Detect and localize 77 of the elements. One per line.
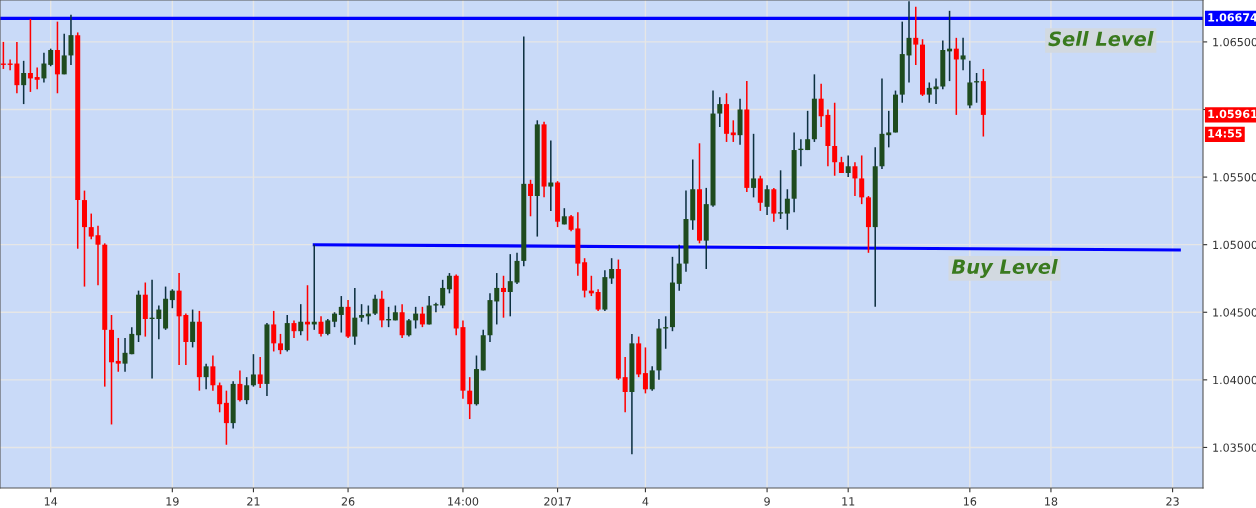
candlestick xyxy=(372,293,378,316)
candlestick xyxy=(764,184,770,216)
candlestick xyxy=(751,133,757,199)
candlestick xyxy=(967,60,973,109)
candlestick xyxy=(805,110,811,151)
candlestick xyxy=(68,14,74,66)
candlestick xyxy=(717,96,723,128)
candlestick xyxy=(419,306,425,328)
x-tick-label: 16 xyxy=(963,497,977,506)
candlestick xyxy=(649,365,655,392)
x-tick-label: 23 xyxy=(1166,497,1179,506)
candlestick xyxy=(244,376,250,405)
candlestick xyxy=(446,272,452,295)
x-tick-label: 18 xyxy=(1045,497,1058,506)
x-tick-label: 19 xyxy=(166,497,179,506)
candlestick xyxy=(298,303,304,337)
x-tick-label: 2017 xyxy=(544,497,571,506)
annotation: Sell Level xyxy=(1048,31,1154,47)
candlestick xyxy=(778,169,784,220)
candlestick xyxy=(169,288,175,309)
candlestick xyxy=(433,302,439,314)
candlestick xyxy=(34,66,40,90)
candlestick xyxy=(494,272,500,326)
candlestick xyxy=(548,139,554,212)
text: 14:55 xyxy=(1208,129,1242,138)
candlestick xyxy=(832,101,838,177)
candlestick xyxy=(730,119,736,143)
candlestick xyxy=(859,154,865,205)
x-tick-label: 11 xyxy=(842,497,855,506)
candlestick xyxy=(27,18,33,93)
candlestick xyxy=(845,154,851,178)
candlestick xyxy=(318,315,324,338)
candlestick xyxy=(913,5,919,66)
candlestick xyxy=(440,279,446,309)
candlestick xyxy=(257,356,263,389)
candlestick xyxy=(507,253,513,318)
candlestick xyxy=(784,188,790,231)
candlestick xyxy=(223,389,229,446)
candlestick xyxy=(960,37,966,72)
x-tick-label: 21 xyxy=(247,497,260,506)
candlestick xyxy=(190,308,196,349)
candlestick xyxy=(21,60,27,105)
candlestick xyxy=(886,110,892,149)
candlestick xyxy=(210,354,216,392)
candlestick xyxy=(271,310,277,353)
candlestick xyxy=(338,295,344,334)
candlestick xyxy=(642,346,648,395)
x-tick-label: 14:00 xyxy=(448,497,479,506)
candlestick xyxy=(501,275,506,319)
candlestick xyxy=(906,0,912,84)
candlestick xyxy=(61,33,67,76)
candlestick xyxy=(379,289,385,328)
candlestick xyxy=(250,353,256,388)
candlestick xyxy=(277,333,283,355)
candlestick xyxy=(609,257,615,285)
candlestick xyxy=(622,356,628,414)
candlestick xyxy=(426,295,432,326)
candlestick xyxy=(528,179,534,218)
candlestick xyxy=(115,337,121,373)
candlestick xyxy=(217,381,223,414)
candlestick xyxy=(203,362,209,391)
candlestick xyxy=(953,37,959,116)
candlestick xyxy=(926,81,932,104)
candlestick xyxy=(595,288,601,312)
candlestick xyxy=(514,252,520,285)
x-tick-label: 26 xyxy=(341,497,355,506)
x-tick-label: 4 xyxy=(642,497,649,506)
candlestick xyxy=(467,376,473,420)
candlestick xyxy=(676,243,682,292)
candlestick xyxy=(352,287,358,346)
annotation: Buy Level xyxy=(951,258,1058,278)
x-tick-label: 9 xyxy=(764,497,770,506)
candlestick xyxy=(852,161,858,197)
candlestick xyxy=(399,303,405,339)
x-tick-label: 14 xyxy=(44,497,58,506)
candlestick xyxy=(237,369,243,403)
candlestick xyxy=(41,51,47,84)
